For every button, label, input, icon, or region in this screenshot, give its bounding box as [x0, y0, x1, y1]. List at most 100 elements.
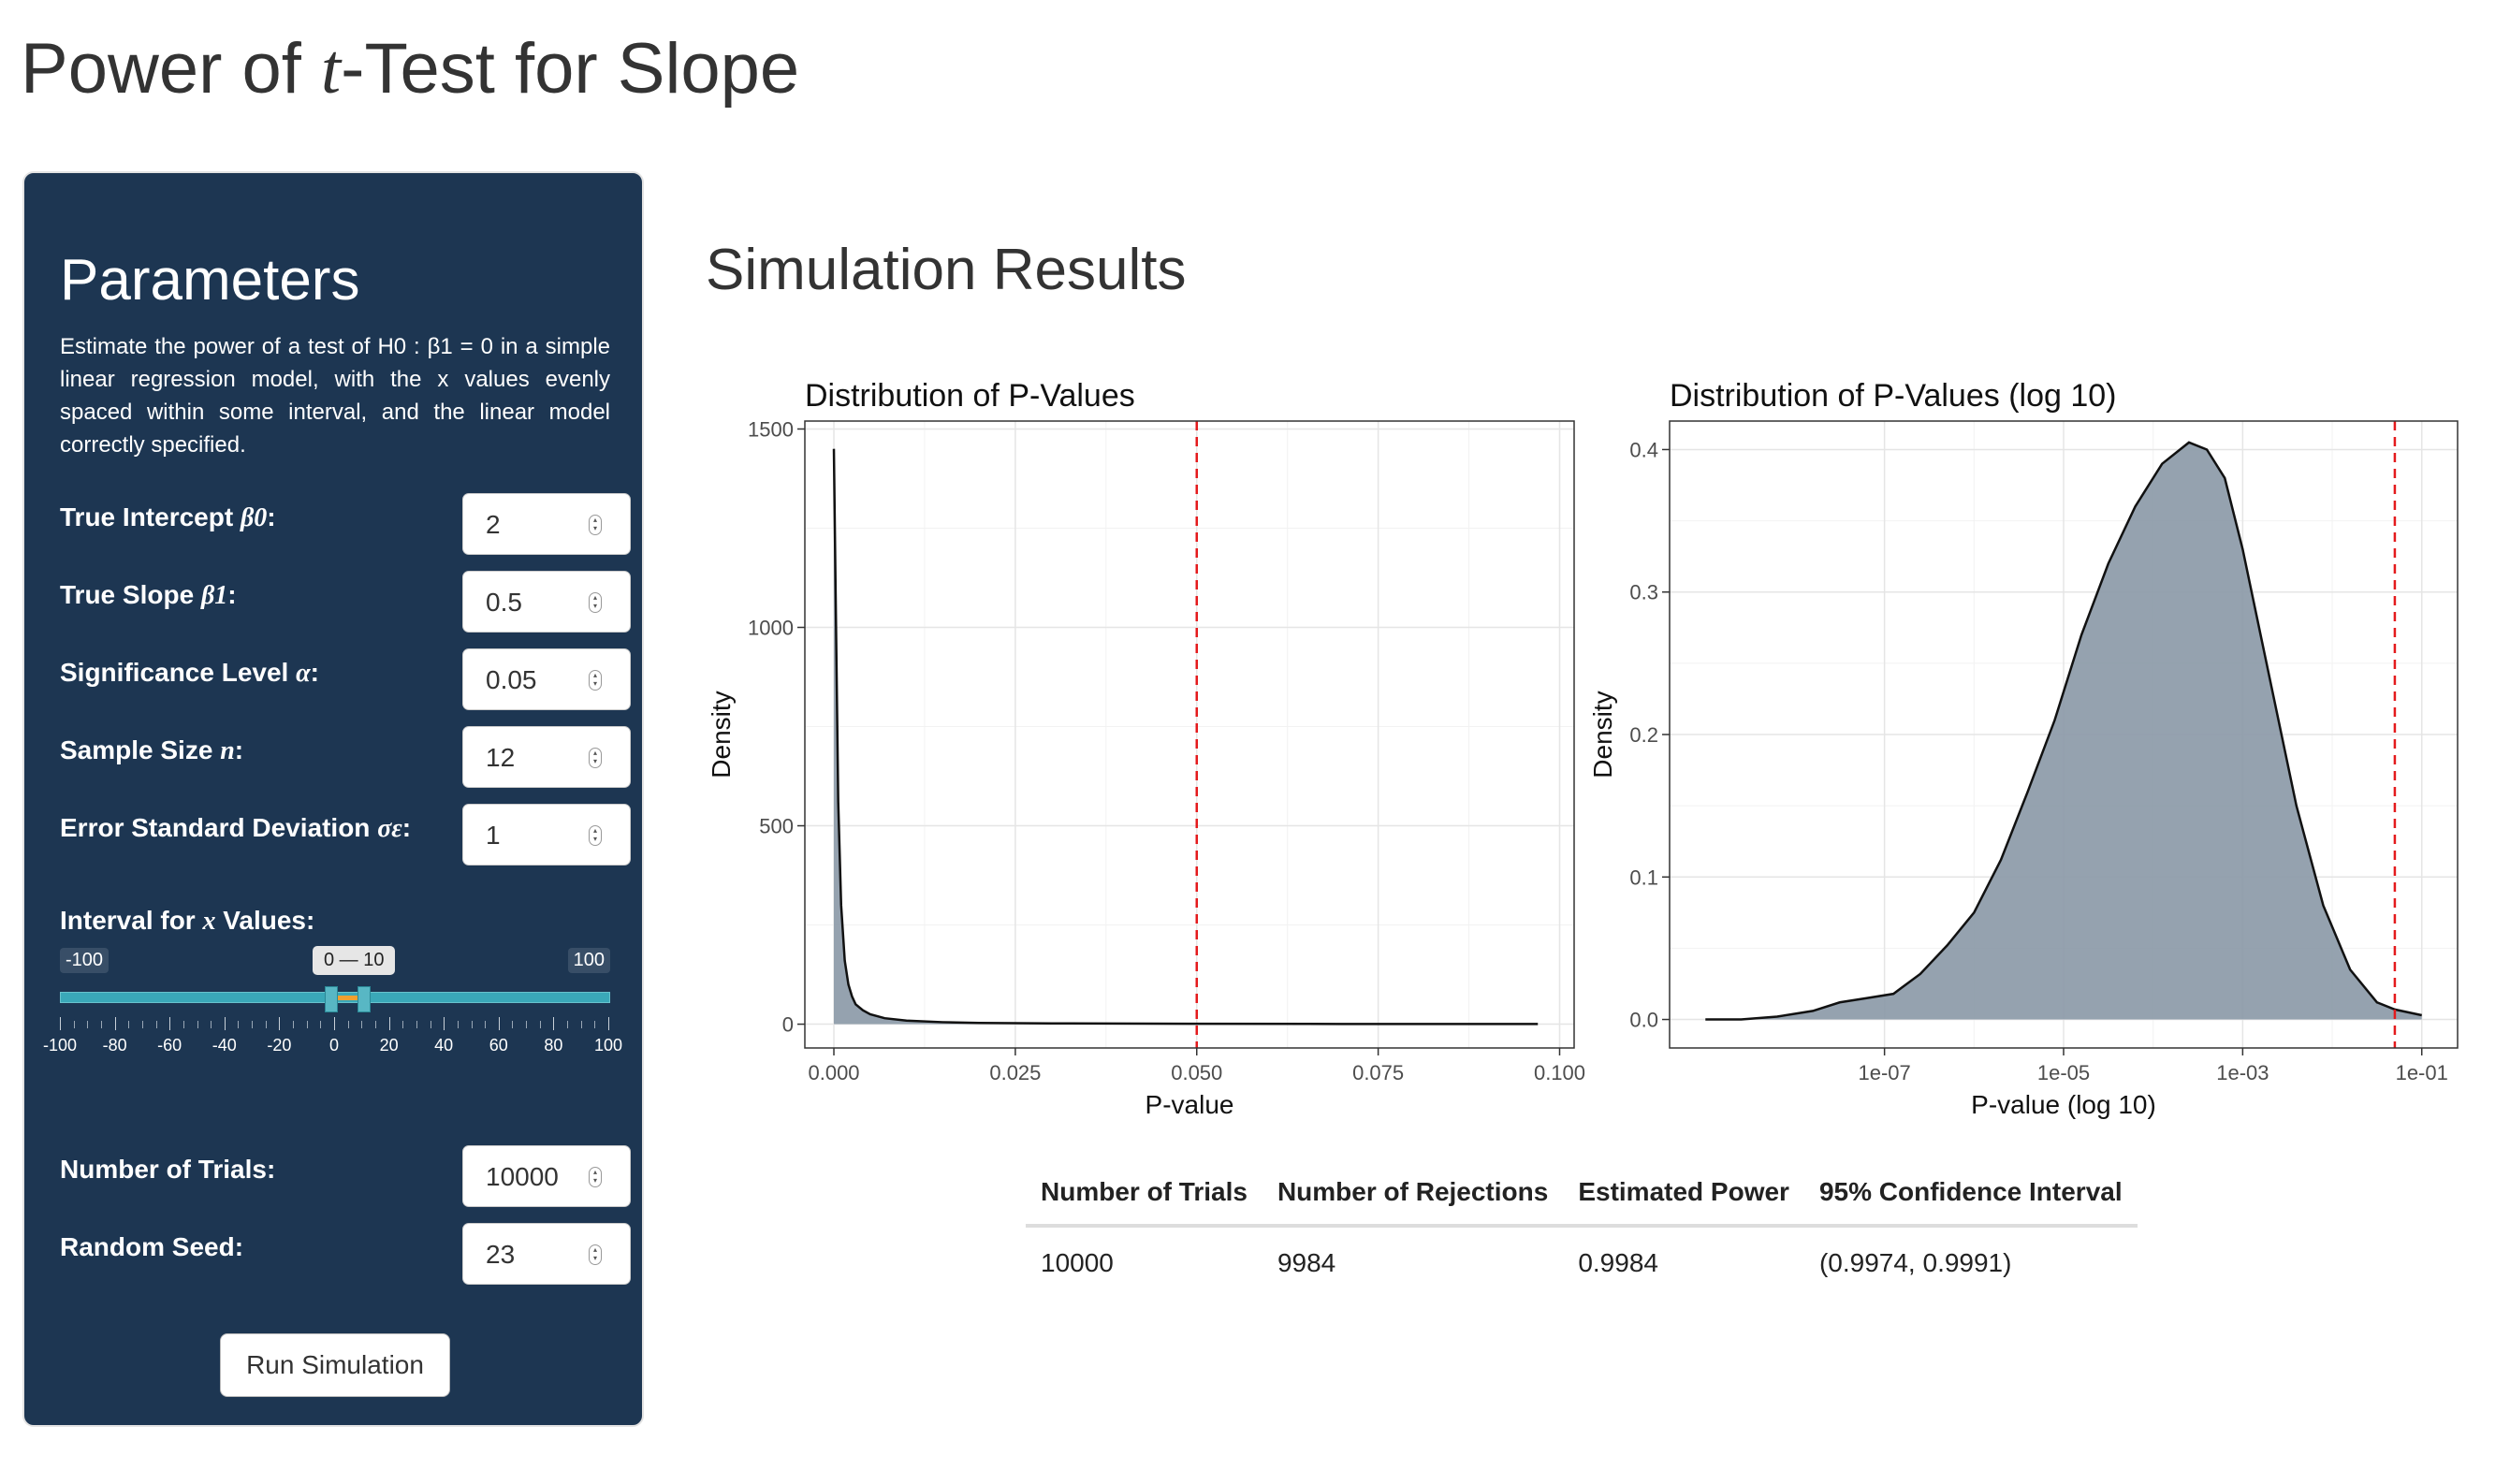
slider-tick-label: -100: [42, 1036, 78, 1055]
slider-minor-tick: [211, 1021, 212, 1028]
slider-minor-tick: [182, 1021, 184, 1028]
alpha-value: 0.05: [486, 665, 537, 694]
slope-label: True Slope β1:: [60, 580, 237, 611]
sample-size-spinner-icon[interactable]: ▴ ▾: [589, 748, 602, 768]
seed-spinner-icon[interactable]: ▴ ▾: [589, 1244, 602, 1265]
y-axis-label: Density: [707, 691, 736, 778]
error-sd-input[interactable]: 1 ▴ ▾: [462, 804, 631, 866]
col-confidence-interval: 95% Confidence Interval: [1803, 1164, 2138, 1228]
slider-minor-tick: [485, 1021, 487, 1028]
slope-label-text: True Slope: [60, 580, 201, 609]
intercept-value: 2: [486, 510, 501, 539]
cell-estimated-power: 0.9984: [1578, 1248, 1658, 1277]
alpha-label: Significance Level α:: [60, 658, 319, 689]
slider-minor-tick: [87, 1021, 89, 1028]
error-sd-spinner-icon[interactable]: ▴ ▾: [589, 825, 602, 846]
intercept-label-text: True Intercept: [60, 502, 241, 531]
y-tick-label: 0.1: [1629, 866, 1658, 889]
slope-spinner-icon[interactable]: ▴ ▾: [589, 592, 602, 613]
alpha-label-end: :: [310, 658, 319, 687]
sample-size-input[interactable]: 12 ▴ ▾: [462, 726, 631, 788]
slider-handle-high[interactable]: [358, 986, 372, 1012]
page-title-prefix: Power of: [21, 29, 322, 109]
slider-minor-tick: [402, 1021, 404, 1028]
slider-major-tick: [224, 1017, 226, 1030]
results-table: Number of Trials Number of Rejections Es…: [1026, 1164, 2138, 1289]
interval-label-text: Interval for: [60, 906, 203, 935]
slider-tick-label: -80: [102, 1036, 127, 1055]
slider-major-tick: [444, 1017, 445, 1030]
cell-number-of-rejections: 9984: [1277, 1248, 1336, 1277]
intercept-spinner-icon[interactable]: ▴ ▾: [589, 515, 602, 535]
trials-spinner-icon[interactable]: ▴ ▾: [589, 1167, 602, 1187]
slider-tick-label: 40: [434, 1036, 454, 1055]
interval-label-end: Values:: [215, 906, 315, 935]
cell-number-of-trials: 10000: [1041, 1248, 1114, 1277]
slider-major-tick: [169, 1017, 171, 1030]
slider-minor-tick: [73, 1021, 75, 1028]
seed-input[interactable]: 23 ▴ ▾: [462, 1223, 631, 1285]
slider-handle-low[interactable]: [325, 986, 338, 1012]
slider-major-tick: [334, 1017, 335, 1030]
slider-major-tick: [608, 1017, 609, 1030]
chart-title: Distribution of P-Values (log 10): [1670, 378, 2116, 414]
interval-label-math: x: [202, 907, 216, 936]
run-simulation-button[interactable]: Run Simulation: [220, 1333, 450, 1397]
y-tick-label: 0.3: [1629, 581, 1658, 604]
page-title-variable: t: [321, 30, 342, 109]
x-tick-label: 0.025: [989, 1061, 1041, 1084]
x-tick-label: 1e-03: [2216, 1061, 2269, 1084]
seed-label: Random Seed:: [60, 1232, 244, 1261]
slope-input[interactable]: 0.5 ▴ ▾: [462, 571, 631, 633]
slider-value-label: 0 — 10: [313, 946, 396, 975]
plot-background: [805, 421, 1574, 1048]
slider-major-tick: [553, 1017, 555, 1030]
intercept-input[interactable]: 2 ▴ ▾: [462, 493, 631, 555]
x-axis-label: P-value: [1146, 1090, 1234, 1119]
alpha-label-math: α: [296, 659, 311, 688]
param-row-seed: Random Seed: 23 ▴ ▾: [60, 1223, 631, 1285]
intercept-label-math: β0: [240, 503, 268, 532]
page-title: Power of t-Test for Slope: [21, 26, 799, 112]
charts-area: 0.000 0.025 0.050 0.075 0.100 0 500 1000 1500 Dis…: [707, 378, 2459, 1119]
slider-minor-tick: [594, 1021, 596, 1028]
slider-minor-tick: [197, 1021, 198, 1028]
trials-input[interactable]: 10000 ▴ ▾: [462, 1145, 631, 1207]
slider-major-tick: [114, 1017, 116, 1030]
slider-major-tick: [279, 1017, 281, 1030]
slider-minor-tick: [457, 1021, 459, 1028]
x-tick-label: 1e-01: [2396, 1061, 2448, 1084]
sample-size-label-end: :: [234, 735, 244, 764]
param-row-error-sd: Error Standard Deviation σε: 1 ▴ ▾: [60, 804, 631, 866]
slider-minor-tick: [361, 1021, 363, 1028]
parameters-description: Estimate the power of a test of H0 : β1 …: [60, 334, 610, 458]
slider-minor-tick: [238, 1021, 240, 1028]
alpha-label-text: Significance Level: [60, 658, 297, 687]
plot-border: [804, 420, 1575, 1049]
slider-minor-tick: [347, 1021, 349, 1028]
param-row-sample-size: Sample Size n: 12 ▴ ▾: [60, 726, 631, 788]
chart-1: 0.000 0.025 0.050 0.075 0.100 0 500 1000 1500 Dis…: [707, 378, 1585, 1119]
alpha-input[interactable]: 0.05 ▴ ▾: [462, 648, 631, 710]
results-table-header-row: Number of Trials Number of Rejections Es…: [1026, 1164, 2138, 1228]
error-sd-value: 1: [486, 821, 501, 850]
cell-confidence-interval: (0.9974, 0.9991): [1818, 1248, 2012, 1277]
slider-minor-tick: [526, 1021, 528, 1028]
slider-tick-label: 80: [544, 1036, 563, 1055]
slider-tick-label: -20: [267, 1036, 292, 1055]
col-number-of-rejections: Number of Rejections: [1262, 1164, 1564, 1228]
y-tick-label: 1500: [748, 417, 794, 441]
slider-major-tick: [388, 1017, 390, 1030]
interval-slider[interactable]: -100 100 0 — 10 -100 -80 -60 -40 -20 0 20 40 60 8…: [43, 946, 622, 1060]
slider-minor-tick: [512, 1021, 514, 1028]
slider-tick-label: 100: [593, 1036, 623, 1055]
parameters-panel: Parameters Estimate the power of a test …: [22, 171, 644, 1427]
slider-minor-tick: [567, 1021, 569, 1028]
error-sd-label-end: :: [401, 813, 412, 842]
y-tick-label: 0.0: [1629, 1009, 1658, 1032]
slider-minor-tick: [539, 1021, 541, 1028]
chart-title: Distribution of P-Values: [805, 378, 1135, 414]
sample-size-label-text: Sample Size: [60, 735, 221, 764]
slider-selected-range: [338, 996, 358, 1000]
alpha-spinner-icon[interactable]: ▴ ▾: [589, 670, 602, 691]
